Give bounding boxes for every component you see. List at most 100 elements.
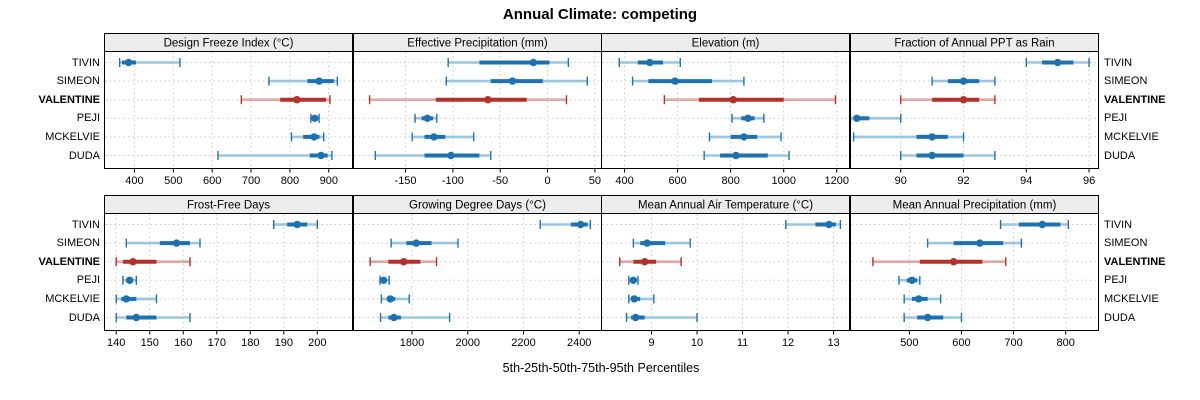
- axis-tick-label: 13: [827, 337, 839, 349]
- strip-title: Frost-Free Days: [187, 200, 270, 212]
- panel-growing-degree-days-c: Growing Degree Days (°C) 1800 2000 2200 2400: [352, 195, 602, 349]
- median-dot: [959, 96, 967, 104]
- median-dot: [576, 220, 584, 229]
- axis-tick-label: 140: [107, 337, 125, 349]
- axis-tick-label: 600: [952, 337, 970, 349]
- strip-title: Fraction of Annual PPT as Rain: [894, 38, 1054, 50]
- axis-tick-label: -50: [492, 175, 508, 187]
- median-dot: [132, 313, 141, 322]
- x-axis-label: 5th-25th-50th-75th-95th Percentiles: [502, 361, 700, 375]
- axis-tick-label: 1800: [399, 337, 423, 349]
- median-dot: [172, 239, 181, 247]
- station-label-peji: PEJI: [76, 112, 100, 125]
- axis-tick-label: 600: [668, 175, 686, 187]
- strip-title: Design Freeze Index (°C): [164, 38, 294, 50]
- median-dot: [411, 239, 420, 247]
- station-label-simeon: SIMEON: [1104, 237, 1148, 250]
- panel-effective-precipitation-mm: Effective Precipitation (mm) -150 -100 -50 0…: [352, 33, 602, 187]
- station-label-tivin: TIVIN: [71, 218, 100, 231]
- axis-tick-label: 600: [203, 175, 221, 187]
- axis-tick-label: 94: [1020, 175, 1032, 187]
- panel-frame: [352, 213, 602, 331]
- median-dot: [483, 96, 492, 104]
- station-label-duda: DUDA: [68, 149, 100, 162]
- median-dot: [732, 151, 740, 160]
- median-dot: [293, 220, 301, 229]
- axis-tick-label: 400: [615, 175, 633, 187]
- strip-title: Growing Degree Days (°C): [409, 200, 546, 212]
- median-dot: [1038, 220, 1046, 229]
- median-dot: [124, 58, 133, 67]
- axis-tick-label: 800: [721, 175, 739, 187]
- series-group: [115, 220, 319, 322]
- median-dot: [949, 258, 957, 266]
- axis-tick-label: 800: [281, 175, 299, 187]
- axis-tick-label: 11: [737, 337, 748, 349]
- median-dot: [1053, 58, 1061, 67]
- median-dot: [529, 58, 537, 67]
- median-dot: [379, 276, 387, 284]
- axis-tick-label: 0: [544, 175, 550, 187]
- panel-frame: [104, 213, 353, 331]
- axis-tick-label: 160: [174, 337, 192, 349]
- median-dot: [641, 258, 649, 266]
- median-dot: [629, 276, 638, 284]
- median-dot: [315, 77, 323, 85]
- axis-tick-label: 190: [275, 337, 293, 349]
- series-group: [118, 58, 339, 160]
- panel-frame: [601, 51, 850, 169]
- median-dot: [975, 239, 983, 247]
- median-dot: [630, 295, 638, 303]
- axis-tick-label: 700: [242, 175, 260, 187]
- axis-tick-label: 2000: [455, 337, 479, 349]
- station-label-simeon: SIMEON: [56, 75, 100, 88]
- median-dot: [386, 295, 394, 303]
- series-group: [619, 220, 842, 322]
- median-dot: [310, 133, 318, 141]
- median-dot: [631, 313, 640, 322]
- station-label-peji: PEJI: [76, 274, 100, 287]
- axis-tick-label: 900: [320, 175, 338, 187]
- axis-tick-label: 200: [308, 337, 326, 349]
- axis-tick-label: 400: [125, 175, 143, 187]
- axis-tick-label: 90: [894, 175, 906, 187]
- station-label-duda: DUDA: [1104, 311, 1136, 324]
- median-dot: [317, 151, 325, 160]
- axis-tick-label: 500: [164, 175, 182, 187]
- median-dot: [825, 220, 833, 229]
- panel-frame: [849, 51, 1099, 169]
- chart-title: Annual Climate: competing: [502, 6, 698, 23]
- median-dot: [399, 258, 407, 266]
- strip-title: Elevation (m): [692, 38, 760, 50]
- median-dot: [927, 133, 936, 141]
- station-label-valentine: VALENTINE: [38, 255, 100, 268]
- axis-tick-label: 170: [208, 337, 226, 349]
- axis-tick-label: -100: [441, 175, 463, 187]
- median-dot: [446, 151, 455, 160]
- median-dot: [729, 96, 738, 104]
- series-group: [850, 58, 1090, 160]
- axis-tick-label: 2200: [511, 337, 535, 349]
- station-label-tivin: TIVIN: [1104, 56, 1133, 69]
- strip-title: Effective Precipitation (mm): [407, 38, 548, 50]
- median-dot: [744, 114, 752, 123]
- panel-frame: [849, 213, 1099, 331]
- median-dot: [122, 295, 130, 303]
- median-dot: [129, 258, 137, 266]
- axis-tick-label: 10: [691, 337, 703, 349]
- station-label-mckelvie: MCKELVIE: [45, 130, 100, 143]
- series-group: [618, 58, 837, 160]
- station-label-valentine: VALENTINE: [38, 93, 100, 106]
- panel-frost-free-days: Frost-Free Days 140 150 160 170 180 190 200: [104, 195, 353, 349]
- median-dot: [646, 58, 654, 67]
- median-dot: [508, 77, 516, 85]
- axis-tick-label: 180: [241, 337, 259, 349]
- station-label-valentine: VALENTINE: [1104, 255, 1166, 268]
- panel-frame: [104, 51, 353, 169]
- axis-tick-label: 500: [900, 337, 918, 349]
- station-label-peji: PEJI: [1104, 112, 1128, 125]
- median-dot: [429, 133, 438, 141]
- station-label-duda: DUDA: [68, 311, 100, 324]
- station-label-mckelvie: MCKELVIE: [1104, 292, 1159, 305]
